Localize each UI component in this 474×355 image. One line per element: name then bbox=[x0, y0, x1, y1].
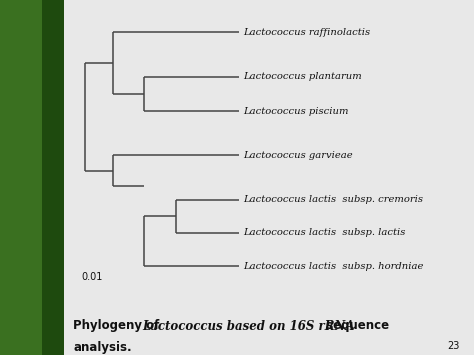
Text: Lactococcus raffinolactis: Lactococcus raffinolactis bbox=[244, 28, 371, 37]
Text: Lactococcus lactis  subsp. lactis: Lactococcus lactis subsp. lactis bbox=[244, 229, 406, 237]
Text: Lactococcus plantarum: Lactococcus plantarum bbox=[244, 72, 362, 81]
Text: Lactococcus garvieae: Lactococcus garvieae bbox=[244, 151, 353, 160]
Text: Lactococcus lactis  subsp. hordniae: Lactococcus lactis subsp. hordniae bbox=[244, 262, 424, 271]
Text: analysis.: analysis. bbox=[73, 341, 132, 354]
Text: Lactococcus piscium: Lactococcus piscium bbox=[244, 106, 349, 116]
Text: 23: 23 bbox=[447, 341, 460, 351]
Text: 0.01: 0.01 bbox=[82, 272, 103, 282]
Text: Lactococcus lactis  subsp. cremoris: Lactococcus lactis subsp. cremoris bbox=[244, 195, 423, 204]
Text: Lactococcus based on 16S rRNA: Lactococcus based on 16S rRNA bbox=[142, 320, 355, 333]
Text: sequence: sequence bbox=[322, 320, 390, 333]
Text: Phylogeny of: Phylogeny of bbox=[73, 320, 164, 333]
